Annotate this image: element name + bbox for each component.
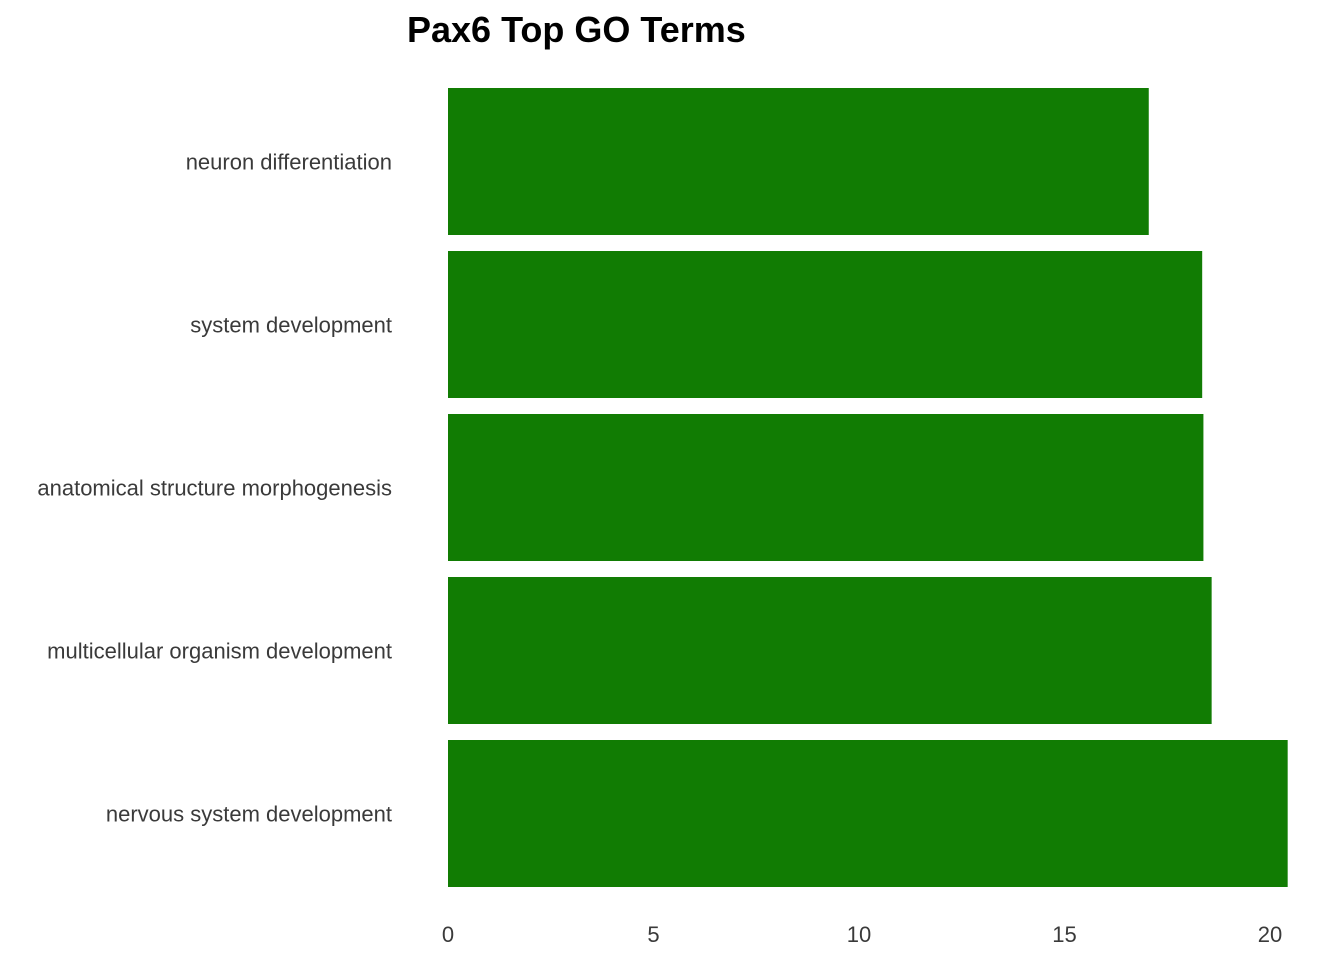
chart-title: Pax6 Top GO Terms [407,9,746,50]
bar-3 [448,577,1212,724]
x-tick-label: 20 [1258,922,1282,947]
category-label: neuron differentiation [186,150,392,175]
bars-group [448,88,1288,887]
bar-2 [448,414,1204,561]
bar-4 [448,740,1288,887]
category-label: system development [190,313,392,338]
x-axis-ticks: 0 5 10 15 20 [442,922,1282,947]
category-label: anatomical structure morphogenesis [37,476,392,501]
x-tick-label: 5 [647,922,659,947]
x-tick-label: 15 [1052,922,1076,947]
category-label: multicellular organism development [47,639,392,664]
bar-0 [448,88,1149,235]
x-tick-label: 10 [847,922,871,947]
category-label: nervous system development [106,802,392,827]
category-labels: neuron differentiation system development… [37,150,392,827]
x-tick-label: 0 [442,922,454,947]
bar-1 [448,251,1203,398]
